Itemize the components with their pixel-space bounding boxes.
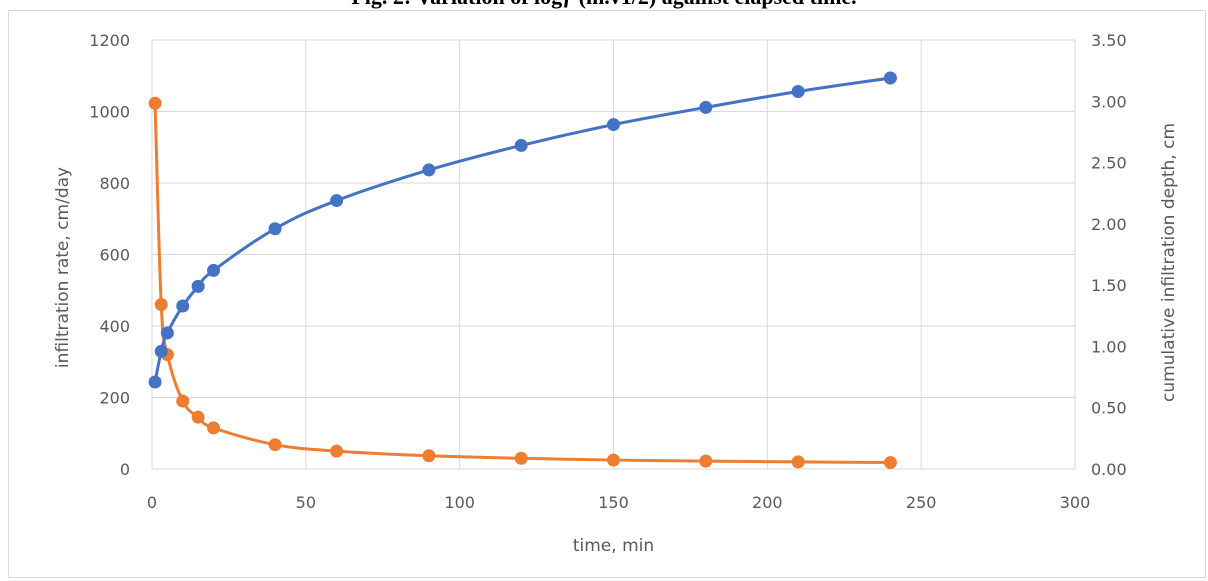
x-tick-label: 150: [598, 493, 629, 512]
x-tick-label: 300: [1060, 493, 1091, 512]
x-tick-label: 100: [444, 493, 475, 512]
y-left-tick-labels: 0 200 400 600 800 1000 1200: [89, 31, 130, 479]
data-point: [268, 438, 282, 452]
data-point: [607, 118, 620, 132]
y-right-tick-label: 2.50: [1091, 154, 1127, 173]
data-point: [791, 455, 805, 469]
y-left-tick-label: 400: [99, 317, 130, 336]
x-tick-label: 200: [752, 493, 783, 512]
y-left-tick-label: 800: [99, 174, 130, 193]
data-point: [791, 84, 805, 98]
series-line-infiltration-rate: [153, 103, 891, 465]
data-point: [154, 298, 168, 312]
y-left-tick-label: 0: [120, 460, 130, 479]
x-tick-labels: 0 50 100 150 200 250 300: [147, 493, 1090, 512]
data-point: [422, 163, 436, 177]
data-point: [422, 449, 436, 463]
y-axis-right-label: cumulative infiltration depth, cm: [1159, 123, 1179, 402]
y-left-tick-label: 1200: [89, 31, 130, 50]
y-right-tick-label: 3.00: [1091, 92, 1127, 111]
data-point: [699, 454, 713, 468]
data-point: [191, 279, 205, 293]
data-point: [176, 394, 190, 408]
data-point: [160, 326, 174, 340]
data-point: [514, 138, 528, 152]
series-line-cumulative-depth: [153, 76, 891, 383]
chart-frame: [8, 10, 1206, 578]
series-points: [148, 71, 897, 470]
y-right-tick-label: 1.00: [1091, 337, 1127, 356]
data-point: [176, 299, 190, 313]
data-point: [191, 410, 205, 424]
grid-lines: [151, 39, 1076, 470]
y-left-tick-label: 600: [99, 246, 130, 265]
data-point: [330, 194, 344, 208]
y-left-tick-label: 1000: [89, 103, 130, 122]
x-tick-label: 50: [296, 493, 316, 512]
data-point: [883, 456, 897, 470]
data-point: [207, 263, 221, 277]
figure-title: Fig. 2: Variation of logƒ (m.v1/2) again…: [0, 0, 1208, 16]
data-point: [514, 451, 528, 465]
data-point: [607, 453, 620, 467]
series-lines: [153, 76, 891, 465]
data-point: [148, 96, 162, 110]
y-axis-left-label: infiltration rate, cm/day: [53, 167, 73, 368]
data-point: [154, 344, 168, 358]
data-point: [699, 100, 713, 114]
y-right-tick-label: 0.50: [1091, 399, 1127, 418]
data-point: [268, 222, 282, 236]
y-right-tick-label: 2.00: [1091, 215, 1127, 234]
data-point: [207, 421, 221, 435]
y-left-tick-label: 200: [99, 389, 130, 408]
y-right-tick-label: 1.50: [1091, 276, 1127, 295]
x-tick-label: 0: [147, 493, 157, 512]
x-tick-label: 250: [906, 493, 937, 512]
data-point: [330, 444, 344, 458]
data-point: [148, 375, 162, 389]
data-point: [883, 71, 897, 85]
y-right-tick-label: 3.50: [1091, 31, 1127, 50]
y-right-tick-labels: 0.00 0.50 1.00 1.50 2.00 2.50 3.00 3.50: [1091, 31, 1127, 479]
y-right-tick-label: 0.00: [1091, 460, 1127, 479]
x-axis-label: time, min: [573, 536, 654, 556]
